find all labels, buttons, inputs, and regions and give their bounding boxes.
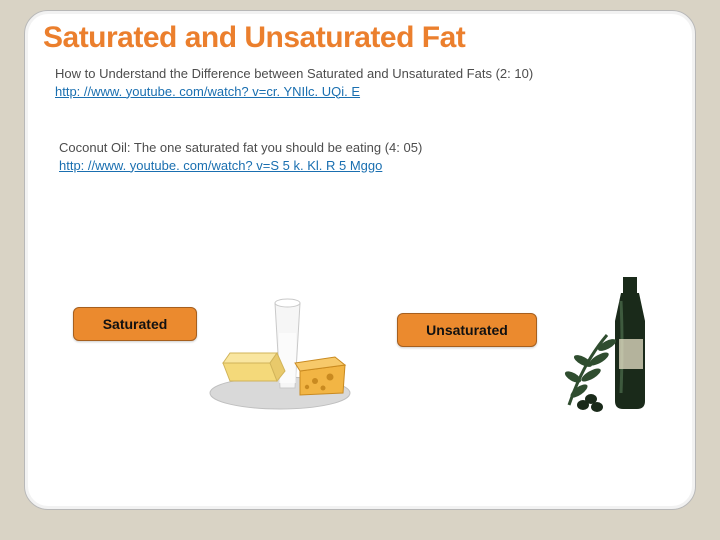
video-ref-1-link[interactable]: http: //www. youtube. com/watch? v=cr. Y…	[55, 84, 360, 99]
olive-oil-clipart-icon	[563, 273, 673, 413]
saturated-label: Saturated	[73, 307, 197, 341]
unsaturated-label: Unsaturated	[397, 313, 537, 347]
video-ref-2: Coconut Oil: The one saturated fat you s…	[59, 139, 659, 174]
video-ref-2-text: Coconut Oil: The one saturated fat you s…	[59, 140, 422, 155]
video-ref-2-link[interactable]: http: //www. youtube. com/watch? v=S 5 k…	[59, 158, 382, 173]
video-ref-1: How to Understand the Difference between…	[55, 65, 655, 100]
slide-title: Saturated and Unsaturated Fat	[43, 21, 465, 55]
video-ref-1-text: How to Understand the Difference between…	[55, 66, 533, 81]
slide-panel: Saturated and Unsaturated Fat How to Und…	[24, 10, 696, 510]
dairy-clipart-icon	[205, 293, 355, 413]
